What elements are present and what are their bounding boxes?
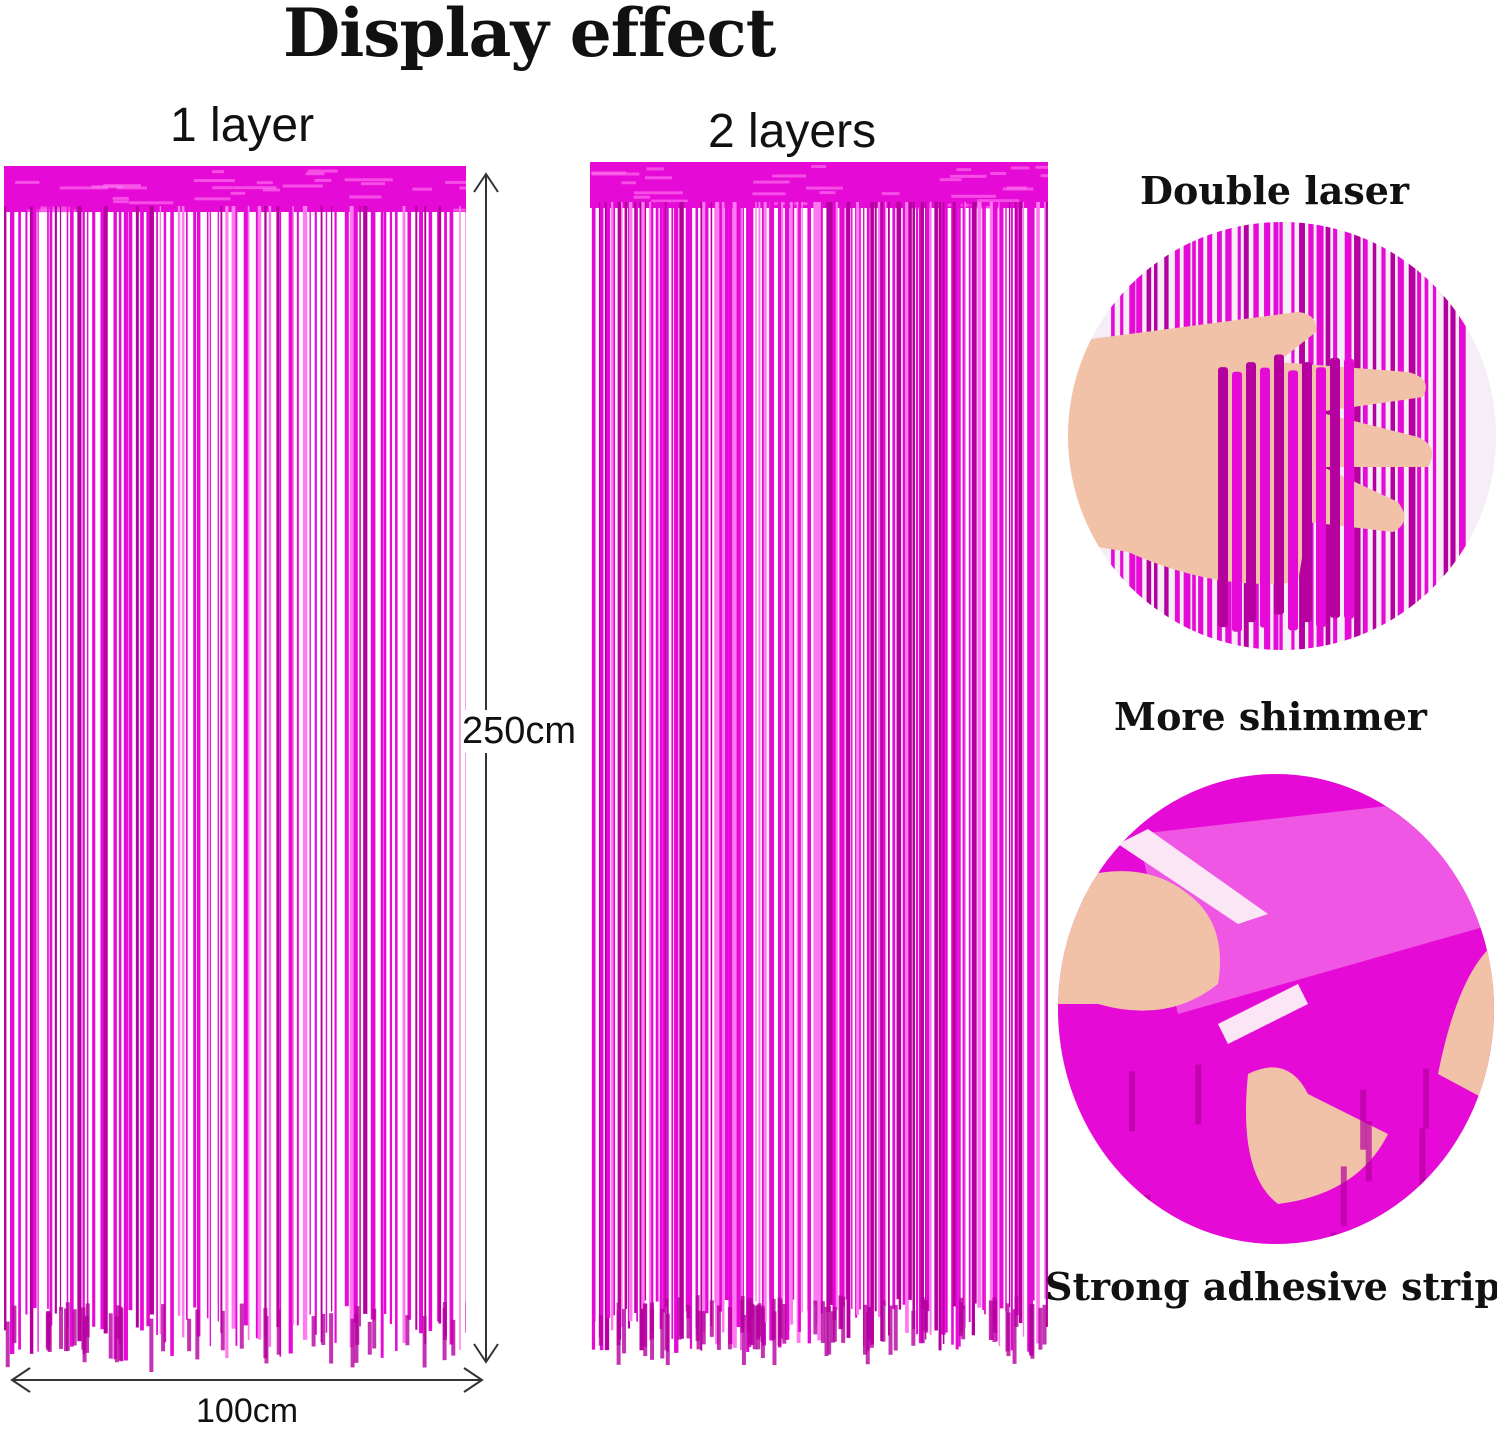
curtain-1-layer-image (4, 166, 466, 1372)
double-arrow-horizontal-icon (8, 1366, 486, 1394)
adhesive-strip-closeup-photo (1058, 774, 1494, 1244)
curtain-2-layers-image (590, 162, 1048, 1365)
feature-label-more-shimmer: More shimmer (1114, 694, 1427, 739)
height-dimension-label: 250cm (462, 710, 576, 753)
curtain-2-layers (590, 162, 1048, 1365)
panel-label-2-layers: 2 layers (708, 104, 876, 159)
panel-label-1-layer: 1 layer (170, 98, 314, 153)
page-title: Display effect (283, 0, 775, 72)
double-arrow-vertical-icon (470, 170, 504, 1366)
feature-label-adhesive-strip: Strong adhesive strip (1045, 1264, 1497, 1309)
curtain-1-layer (4, 166, 466, 1372)
adhesive-strip-closeup-image (1058, 774, 1494, 1244)
double-laser-closeup-photo (1068, 222, 1496, 650)
feature-label-double-laser: Double laser (1140, 168, 1409, 213)
width-dimension-label: 100cm (196, 1392, 298, 1431)
double-laser-closeup-image (1068, 222, 1496, 650)
